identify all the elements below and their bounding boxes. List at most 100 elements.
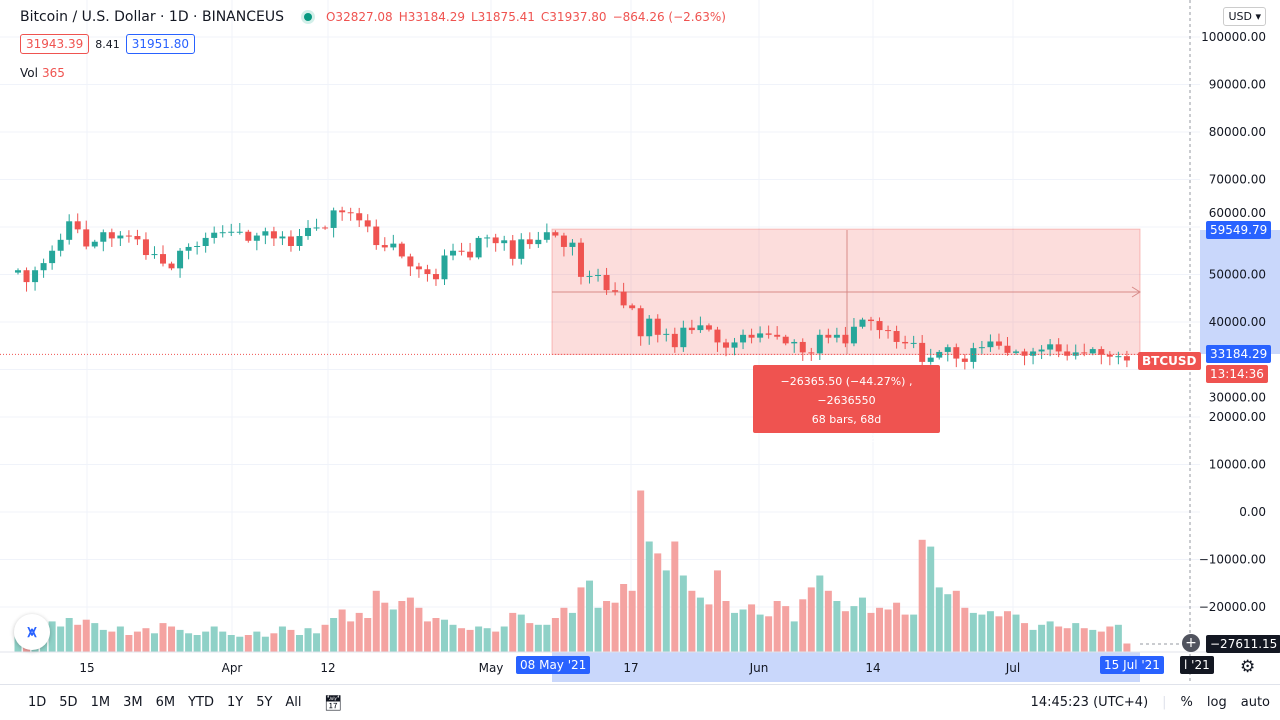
volume-bar [99, 629, 107, 652]
buy-button[interactable]: 31951.80 [125, 34, 196, 54]
volume-bar [620, 584, 628, 652]
candle [995, 333, 1002, 350]
candle [108, 228, 115, 247]
candle [560, 232, 567, 257]
volume-bar [1106, 626, 1114, 652]
volume-bar [57, 626, 65, 652]
range-6m[interactable]: 6M [155, 695, 176, 710]
percent-toggle[interactable]: % [1180, 695, 1193, 710]
candle [177, 247, 184, 278]
tradingview-logo-icon[interactable]: ⩙ [14, 614, 50, 650]
price-chart[interactable]: 100000.00 90000.00 80000.00 70000.00 60000.0… [0, 0, 1280, 684]
candle-body [211, 232, 218, 238]
candle-body [424, 269, 431, 275]
candle-body [612, 290, 619, 292]
volume-bar [551, 618, 559, 652]
price-tick-label: 10000.00 [1209, 458, 1266, 472]
volume-bar [65, 618, 73, 652]
candle-body [714, 329, 721, 343]
candle-body [492, 237, 499, 244]
crosshair-date-tag: l '21 [1180, 656, 1214, 674]
candle-body [1072, 352, 1079, 356]
candle [850, 318, 857, 347]
price-tick-label: 70000.00 [1209, 173, 1266, 187]
volume-bar [765, 616, 773, 652]
volume-bar [142, 628, 150, 652]
volume-bar [995, 616, 1003, 652]
vol-label: Vol [20, 66, 38, 80]
candle-body [1004, 345, 1011, 353]
volume-bar [1114, 624, 1122, 652]
candle [1115, 351, 1122, 365]
range-5y[interactable]: 5Y [256, 695, 273, 710]
settings-gear-icon[interactable]: ⚙ [1240, 657, 1256, 677]
symbol-title[interactable]: Bitcoin / U.S. Dollar · 1D · BINANCEUS [20, 9, 284, 25]
candle [142, 232, 149, 260]
go-to-date-icon[interactable]: 📅︎ [323, 693, 343, 712]
candle-body [552, 232, 559, 236]
candle [748, 328, 755, 344]
volume-bar [628, 590, 636, 652]
volume-bar [466, 629, 474, 652]
candle-body [910, 342, 917, 344]
candle [697, 316, 704, 333]
candle-body [876, 321, 883, 331]
volume-bar [108, 631, 116, 652]
candle-body [1030, 351, 1037, 356]
candle-body [868, 319, 874, 322]
candle [262, 227, 269, 245]
range-ytd[interactable]: YTD [188, 695, 214, 710]
measure-start-date-tag: 08 May '21 [516, 656, 591, 674]
candle [398, 241, 405, 259]
candle [842, 326, 849, 348]
candle-body [808, 352, 815, 354]
candle-body [799, 341, 806, 353]
candle [944, 344, 951, 362]
symbol-legend: Bitcoin / U.S. Dollar · 1D · BINANCEUS O… [20, 9, 726, 25]
volume-bar [526, 623, 534, 652]
currency-select[interactable]: USD ▾ [1223, 7, 1266, 26]
measure-bars: 68 bars, 68d [811, 413, 882, 426]
candle-body [381, 245, 388, 248]
price-tick-label: −20000.00 [1199, 600, 1266, 614]
candle [270, 226, 277, 246]
volume-bar [1072, 623, 1080, 652]
candle-body [953, 347, 960, 359]
range-1m[interactable]: 1M [90, 695, 111, 710]
volume-bar [756, 614, 764, 652]
candle-body [782, 336, 789, 344]
range-all[interactable]: All [285, 695, 302, 710]
candle-body [313, 227, 320, 229]
candle-body [859, 319, 866, 327]
candle-body [91, 241, 98, 247]
candle-body [740, 334, 747, 343]
timezone-clock[interactable]: 14:45:23 (UTC+4) [1030, 695, 1149, 710]
range-1d[interactable]: 1D [28, 695, 47, 710]
sell-button[interactable]: 31943.39 [20, 34, 90, 54]
volume-bar [278, 626, 286, 652]
candle [66, 214, 73, 245]
candle-body [245, 231, 252, 241]
volume-bar [782, 606, 790, 652]
time-tick-label: Apr [222, 661, 243, 675]
candle [927, 348, 934, 365]
log-toggle[interactable]: log [1206, 695, 1227, 710]
volume-bar [696, 597, 704, 652]
volume-bar [543, 624, 551, 652]
candle-body [398, 243, 405, 257]
add-alert-icon[interactable]: + [1182, 634, 1200, 652]
volume-bar [927, 546, 935, 652]
candle-body [526, 239, 533, 245]
auto-toggle[interactable]: auto [1240, 695, 1270, 710]
candle [160, 245, 167, 267]
volume-bar [270, 633, 278, 652]
candle [492, 233, 499, 252]
candle [390, 234, 397, 251]
range-3m[interactable]: 3M [123, 695, 143, 710]
range-5d[interactable]: 5D [59, 695, 78, 710]
candle-body [902, 341, 909, 344]
candle [91, 239, 98, 249]
time-tick-label: May [479, 661, 504, 675]
candle [57, 233, 64, 257]
range-1y[interactable]: 1Y [226, 695, 244, 710]
